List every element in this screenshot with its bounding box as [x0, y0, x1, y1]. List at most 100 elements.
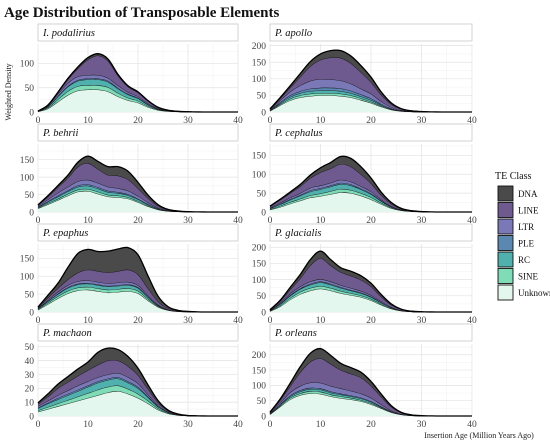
area-line	[270, 358, 472, 417]
y-tick-label: 0	[261, 412, 266, 422]
area-rc	[38, 378, 238, 417]
y-tick-label: 200	[252, 351, 267, 361]
y-tick-label: 100	[20, 173, 35, 183]
legend-swatch	[497, 251, 514, 268]
y-tick-label: 100	[252, 171, 267, 181]
area-ple	[270, 87, 472, 113]
facet-label: P. machaon	[42, 328, 92, 339]
legend-swatch	[497, 235, 514, 251]
total-outline	[269, 49, 472, 113]
panel-p-epaphus: P. epaphus 0 10 20 30 40 0 50 100 150	[20, 223, 243, 326]
y-tick-label: 40	[25, 357, 35, 367]
total-outline	[37, 53, 238, 113]
area-ltr	[270, 179, 472, 213]
legend-swatch	[497, 284, 514, 301]
x-axis-title: Insertion Age (Million Years Ago)	[424, 431, 534, 440]
legend-label: RC	[518, 255, 530, 265]
facet-label: I. podalirius	[42, 28, 95, 39]
facet-strip	[37, 323, 239, 342]
y-tick-label: 50	[257, 189, 267, 199]
area-dna	[270, 156, 472, 213]
area-rc	[38, 283, 238, 313]
facet-strip	[37, 223, 239, 242]
area-ple	[270, 387, 472, 417]
y-tick-label: 100	[20, 273, 35, 283]
y-tick-label: 150	[252, 152, 267, 162]
y-tick-label: 50	[257, 92, 267, 102]
total-outline	[269, 155, 472, 213]
y-tick-label: 0	[29, 108, 34, 118]
area-sine	[270, 188, 472, 213]
y-tick-label: 0	[29, 412, 34, 422]
x-tick-label: 10	[83, 216, 93, 226]
y-tick-label: 200	[252, 244, 267, 254]
area-ltr	[38, 280, 238, 313]
y-tick-label: 50	[257, 397, 267, 407]
panel-p-apollo: P. apollo 0 10 20 30 40 0 50 100 150 200	[252, 23, 477, 126]
x-tick-label: 30	[417, 116, 427, 126]
area-unknown	[270, 192, 472, 213]
total-outline	[269, 250, 472, 313]
legend-label: PLE	[518, 239, 535, 249]
y-tick-label: 100	[252, 75, 267, 85]
x-tick-label: 40	[467, 420, 477, 430]
facet-label: P. cephalus	[274, 128, 323, 139]
y-tick-label: 150	[252, 260, 267, 270]
x-tick-label: 30	[183, 116, 193, 126]
legend-label: Unknown	[518, 288, 550, 298]
facet-strip	[269, 323, 473, 342]
facet-label: P. apollo	[274, 28, 312, 39]
x-tick-label: 40	[467, 316, 477, 326]
x-tick-label: 40	[467, 216, 477, 226]
area-unknown	[38, 391, 238, 417]
x-tick-label: 10	[83, 116, 93, 126]
facet-strip	[269, 223, 473, 242]
x-tick-label: 10	[83, 316, 93, 326]
y-tick-label: 0	[261, 208, 266, 218]
x-tick-label: 20	[133, 420, 143, 430]
x-tick-label: 0	[36, 316, 41, 326]
facet-label: P. behrii	[42, 128, 78, 139]
area-line	[270, 57, 472, 113]
area-ltr	[270, 79, 472, 113]
legend-swatch	[497, 185, 514, 202]
legend-item-dna: DNA	[497, 185, 538, 202]
area-sine	[270, 93, 472, 113]
legend-item-sine: SINE	[497, 268, 539, 284]
x-tick-label: 20	[366, 420, 376, 430]
total-outline	[269, 347, 472, 417]
legend-item-line: LINE	[497, 202, 539, 218]
facet-strip	[269, 123, 473, 142]
x-tick-label: 10	[83, 420, 93, 430]
area-ltr	[270, 382, 472, 417]
facet-strip	[37, 23, 239, 42]
legend-label: DNA	[518, 189, 538, 199]
area-ltr	[270, 279, 472, 313]
x-tick-label: 30	[183, 216, 193, 226]
x-tick-label: 40	[233, 316, 243, 326]
x-tick-label: 20	[133, 316, 143, 326]
y-tick-label: 0	[29, 208, 34, 218]
area-unknown	[270, 95, 472, 113]
y-tick-label: 30	[25, 371, 35, 381]
legend-swatch	[497, 218, 514, 235]
legend-label: LTR	[518, 222, 534, 232]
area-dna	[38, 247, 238, 313]
x-tick-label: 20	[366, 216, 376, 226]
total-outline	[37, 347, 238, 417]
y-axis-title: Weighted Density	[4, 63, 13, 120]
y-tick-label: 10	[25, 398, 35, 408]
y-tick-label: 50	[25, 84, 35, 94]
x-tick-label: 0	[36, 116, 41, 126]
area-line	[38, 55, 238, 113]
legend: TE Class DNA LINE LTR PLE RC SINE Unknown	[495, 171, 550, 301]
x-tick-label: 20	[366, 316, 376, 326]
area-line	[38, 163, 238, 213]
x-tick-label: 30	[417, 316, 427, 326]
area-unknown	[38, 289, 238, 313]
x-tick-label: 0	[268, 316, 273, 326]
y-tick-label: 50	[25, 191, 35, 201]
area-line	[38, 269, 238, 313]
area-line	[38, 360, 238, 417]
